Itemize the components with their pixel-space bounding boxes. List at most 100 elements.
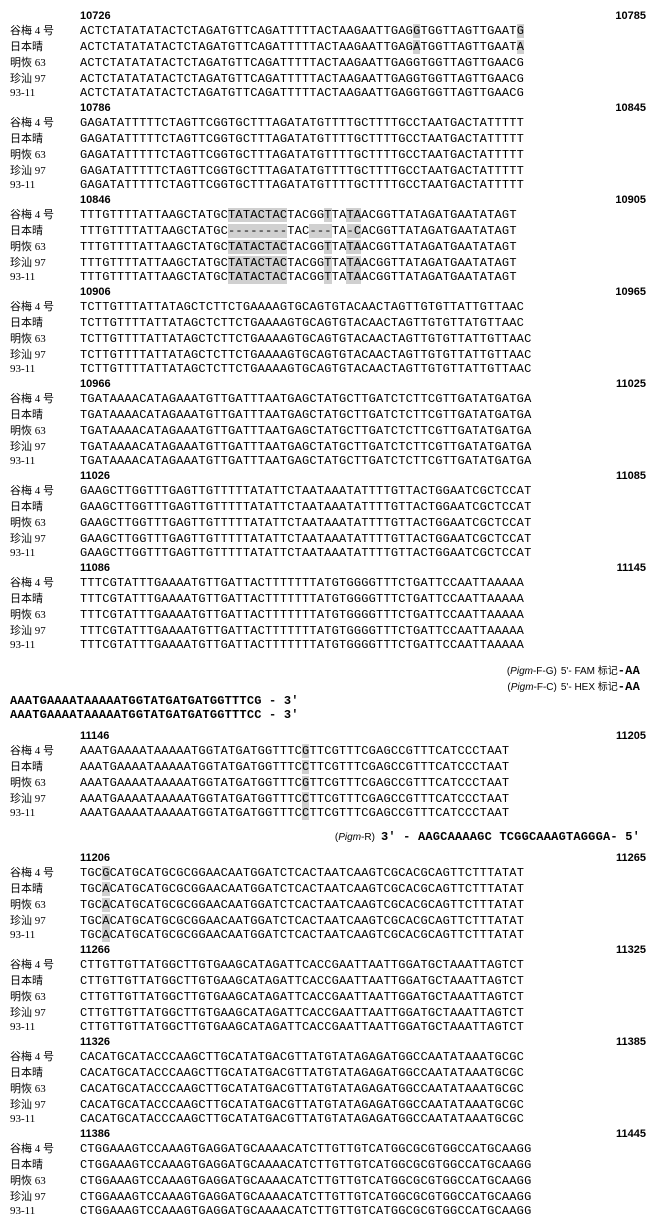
position-end: 11205 [616,730,646,742]
sequence-row: 谷梅 4 号GAGATATTTTTCTAGTTCGGTGCTTTAGATATGT… [10,114,646,130]
variety-label: 谷梅 4 号 [10,742,80,758]
sequence-row: 珍汕 97TGATAAAACATAGAAATGTTGATTTAATGAGCTAT… [10,438,646,454]
position-end: 10905 [615,194,646,206]
sequence-row: 谷梅 4 号ACTCTATATATACTCTAGATGTTCAGATTTTTAC… [10,22,646,38]
sequence-row: 日本晴TGATAAAACATAGAAATGTTGATTTAATGAGCTATGC… [10,406,646,422]
variety-label: 珍汕 97 [10,530,80,546]
sequence-text: GAAGCTTGGTTTGAGTTGTTTTTATATTCTAATAAATATT… [80,516,531,530]
sequence-text: AAATGAAAATAAAAATGGTATGATGGTTTCGTTCGTTTCG… [80,744,509,758]
sequence-text: TTTGTTTTATTAAGCTATGCTATACTACTACGGTTATAAC… [80,240,517,254]
sequence-row: 93-11GAAGCTTGGTTTGAGTTGTTTTTATATTCTAATAA… [10,546,646,560]
position-header: 1120611265 [10,852,646,864]
variety-label: 谷梅 4 号 [10,574,80,590]
sequence-text: CTGGAAAGTCCAAAGTGAGGATGCAAAACATCTTGTTGTC… [80,1174,531,1188]
sequence-row: 珍汕 97CACATGCATACCCAAGCTTGCATATGACGTTATGT… [10,1096,646,1112]
sequence-row: 珍汕 97GAGATATTTTTCTAGTTCGGTGCTTTAGATATGTT… [10,162,646,178]
variety-label: 93-11 [10,363,80,375]
variety-label: 明恢 63 [10,146,80,162]
sequence-text: CTTGTTGTTATGGCTTGTGAAGCATAGATTCACCGAATTA… [80,958,524,972]
variety-label: 珍汕 97 [10,438,80,454]
variety-label: 93-11 [10,639,80,651]
position-header: 1078610845 [10,102,646,114]
sequence-row: 日本晴ACTCTATATATACTCTAGATGTTCAGATTTTTACTAA… [10,38,646,54]
variety-label: 珍汕 97 [10,254,80,270]
primer-label-row: (Pigm-F-G)5'- FAM 标记-AA [10,662,646,678]
sequence-row: 日本晴AAATGAAAATAAAAATGGTATGATGGTTTCCTTCGTT… [10,758,646,774]
variety-label: 珍汕 97 [10,1096,80,1112]
position-end: 10845 [615,102,646,114]
variety-label: 明恢 63 [10,330,80,346]
sequence-text: TGATAAAACATAGAAATGTTGATTTAATGAGCTATGCTTG… [80,440,531,454]
sequence-row: 93-11TGCACATGCATGCGCGGAACAATGGATCTCACTAA… [10,928,646,942]
sequence-text: CACATGCATACCCAAGCTTGCATATGACGTTATGTATAGA… [80,1082,524,1096]
variety-label: 日本晴 [10,38,80,54]
variety-label: 日本晴 [10,498,80,514]
sequence-text: CACATGCATACCCAAGCTTGCATATGACGTTATGTATAGA… [80,1050,524,1064]
sequence-row: 谷梅 4 号CTGGAAAGTCCAAAGTGAGGATGCAAAACATCTT… [10,1140,646,1156]
variety-label: 珍汕 97 [10,912,80,928]
sequence-text: TCTTGTTTTATTATAGCTCTTCTGAAAAGTGCAGTGTACA… [80,332,531,346]
sequence-text: CACATGCATACCCAAGCTTGCATATGACGTTATGTATAGA… [80,1112,524,1126]
sequence-text: TGATAAAACATAGAAATGTTGATTTAATGAGCTATGCTTG… [80,392,531,406]
sequence-row: 日本晴CTGGAAAGTCCAAAGTGAGGATGCAAAACATCTTGTT… [10,1156,646,1172]
sequence-row: 93-11AAATGAAAATAAAAATGGTATGATGGTTTCCTTCG… [10,806,646,820]
sequence-row: 珍汕 97TCTTGTTTTATTATAGCTCTTCTGAAAAGTGCAGT… [10,346,646,362]
sequence-row: 明恢 63CACATGCATACCCAAGCTTGCATATGACGTTATGT… [10,1080,646,1096]
position-start: 10966 [80,378,111,390]
variety-label: 谷梅 4 号 [10,956,80,972]
sequence-row: 明恢 63AAATGAAAATAAAAATGGTATGATGGTTTCGTTCG… [10,774,646,790]
sequence-text: AAATGAAAATAAAAATGGTATGATGGTTTCGTTCGTTTCG… [80,776,509,790]
variety-label: 珍汕 97 [10,162,80,178]
variety-label: 明恢 63 [10,774,80,790]
sequence-row: 谷梅 4 号CTTGTTGTTATGGCTTGTGAAGCATAGATTCACC… [10,956,646,972]
sequence-row: 珍汕 97ACTCTATATATACTCTAGATGTTCAGATTTTTACT… [10,70,646,86]
position-start: 11086 [80,562,110,574]
sequence-text: ACTCTATATATACTCTAGATGTTCAGATTTTTACTAAGAA… [80,40,524,54]
position-start: 10906 [80,286,111,298]
sequence-text: TGCGCATGCATGCGCGGAACAATGGATCTCACTAATCAAG… [80,866,524,880]
position-header: 1126611325 [10,944,646,956]
sequence-text: GAGATATTTTTCTAGTTCGGTGCTTTAGATATGTTTTGCT… [80,164,524,178]
variety-label: 明恢 63 [10,606,80,622]
sequence-text: TGATAAAACATAGAAATGTTGATTTAATGAGCTATGCTTG… [80,424,531,438]
sequence-row: 明恢 63TGCACATGCATGCGCGGAACAATGGATCTCACTAA… [10,896,646,912]
alignment-block: 1072610785谷梅 4 号ACTCTATATATACTCTAGATGTTC… [10,10,646,100]
sequence-row: 日本晴TTTGTTTTATTAAGCTATGC--------TAC---TA-… [10,222,646,238]
alignment-block: 1114611205谷梅 4 号AAATGAAAATAAAAATGGTATGAT… [10,730,646,820]
variety-label: 明恢 63 [10,54,80,70]
variety-label: 日本晴 [10,130,80,146]
variety-label: 明恢 63 [10,896,80,912]
primer-suffix: -AA [618,680,640,694]
position-header: 11026 11085 [10,470,646,482]
variety-label: 明恢 63 [10,238,80,254]
sequence-text: TCTTGTTTTATTATAGCTCTTCTGAAAAGTGCAGTGTACA… [80,316,524,330]
variety-label: 日本晴 [10,880,80,896]
position-end: 11145 [617,562,646,574]
sequence-row: 明恢 63TGATAAAACATAGAAATGTTGATTTAATGAGCTAT… [10,422,646,438]
variety-label: 明恢 63 [10,1080,80,1096]
sequence-row: 明恢 63ACTCTATATATACTCTAGATGTTCAGATTTTTACT… [10,54,646,70]
sequence-text: CACATGCATACCCAAGCTTGCATATGACGTTATGTATAGA… [80,1066,524,1080]
primer-sequence: 3' - AAGCAAAAGC TCGGCAAAGTAGGGA- 5' [381,830,640,844]
sequence-row: 明恢 63GAGATATTTTTCTAGTTCGGTGCTTTAGATATGTT… [10,146,646,162]
position-end: 11085 [616,470,646,482]
position-end: 11265 [616,852,646,864]
primer-tag: (Pigm-R) [335,832,375,843]
sequence-text: TCTTGTTTTATTATAGCTCTTCTGAAAAGTGCAGTGTACA… [80,362,531,376]
sequence-row: 珍汕 97TTTGTTTTATTAAGCTATGCTATACTACTACGGTT… [10,254,646,270]
variety-label: 93-11 [10,547,80,559]
sequence-text: CTGGAAAGTCCAAAGTGAGGATGCAAAACATCTTGTTGTC… [80,1204,531,1218]
variety-label: 93-11 [10,271,80,283]
position-start: 11026 [80,470,110,482]
variety-label: 珍汕 97 [10,622,80,638]
position-header: 1138611445 [10,1128,646,1140]
primer-tag: (Pigm-F-G) [507,666,557,677]
alignment-block: 1126611325谷梅 4 号CTTGTTGTTATGGCTTGTGAAGCA… [10,944,646,1034]
variety-label: 谷梅 4 号 [10,206,80,222]
variety-label: 日本晴 [10,1064,80,1080]
primer-fluor: 5'- HEX 标记 [561,678,618,693]
sequence-row: 日本晴TCTTGTTTTATTATAGCTCTTCTGAAAAGTGCAGTGT… [10,314,646,330]
sequence-text: CTGGAAAGTCCAAAGTGAGGATGCAAAACATCTTGTTGTC… [80,1190,531,1204]
sequence-row: 明恢 63CTGGAAAGTCCAAAGTGAGGATGCAAAACATCTTG… [10,1172,646,1188]
sequence-text: TTTGTTTTATTAAGCTATGC--------TAC---TA-CAC… [80,224,517,238]
